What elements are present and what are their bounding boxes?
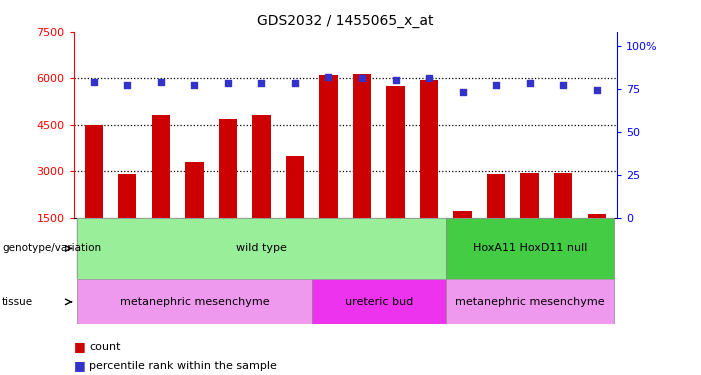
Bar [446, 217, 613, 279]
Text: metanephric mesenchyme: metanephric mesenchyme [119, 297, 269, 307]
Bar [151, 116, 170, 218]
Bar [286, 156, 304, 218]
Point [290, 81, 301, 87]
Text: count: count [89, 342, 121, 352]
Bar [554, 172, 573, 217]
Bar [312, 217, 346, 279]
Bar [479, 217, 513, 279]
Point [423, 75, 435, 81]
Bar [111, 217, 144, 279]
Text: metanephric mesenchyme: metanephric mesenchyme [455, 297, 604, 307]
Bar [118, 174, 137, 217]
Bar [386, 86, 404, 218]
Bar [353, 74, 372, 217]
Bar [252, 116, 271, 218]
Bar [446, 279, 613, 324]
Bar [319, 75, 338, 217]
Text: HoxA11 HoxD11 null: HoxA11 HoxD11 null [472, 243, 587, 254]
Bar [580, 217, 613, 279]
Point [155, 79, 166, 85]
Point [390, 77, 401, 83]
Text: ■: ■ [74, 359, 86, 372]
Point [524, 81, 536, 87]
Point [457, 89, 468, 95]
Point [591, 87, 602, 93]
Bar [520, 172, 539, 217]
Bar [420, 80, 438, 218]
Text: percentile rank within the sample: percentile rank within the sample [89, 361, 277, 370]
Title: GDS2032 / 1455065_x_at: GDS2032 / 1455065_x_at [257, 14, 433, 28]
Text: wild type: wild type [236, 243, 287, 254]
Point [222, 81, 233, 87]
Bar [587, 214, 606, 217]
Bar [487, 174, 505, 217]
Bar [547, 217, 580, 279]
Bar [144, 217, 177, 279]
Point [323, 74, 334, 80]
Point [557, 82, 569, 88]
Bar [219, 118, 237, 218]
Bar [245, 217, 278, 279]
Bar [185, 162, 203, 218]
Text: genotype/variation: genotype/variation [2, 243, 101, 254]
Bar [454, 211, 472, 217]
Text: ureteric bud: ureteric bud [345, 297, 413, 307]
Text: ■: ■ [74, 340, 86, 353]
Bar [77, 217, 446, 279]
Bar [446, 217, 479, 279]
Point [189, 82, 200, 88]
Bar [77, 217, 111, 279]
Text: tissue: tissue [2, 297, 33, 307]
Bar [513, 217, 547, 279]
Point [122, 82, 133, 88]
Bar [177, 217, 211, 279]
Bar [211, 217, 245, 279]
Bar [346, 217, 379, 279]
Bar [77, 279, 312, 324]
Bar [278, 217, 312, 279]
Bar [379, 217, 412, 279]
Bar [312, 279, 446, 324]
Bar [412, 217, 446, 279]
Point [491, 82, 502, 88]
Point [88, 79, 100, 85]
Point [356, 75, 367, 81]
Point [256, 81, 267, 87]
Bar [85, 124, 103, 217]
